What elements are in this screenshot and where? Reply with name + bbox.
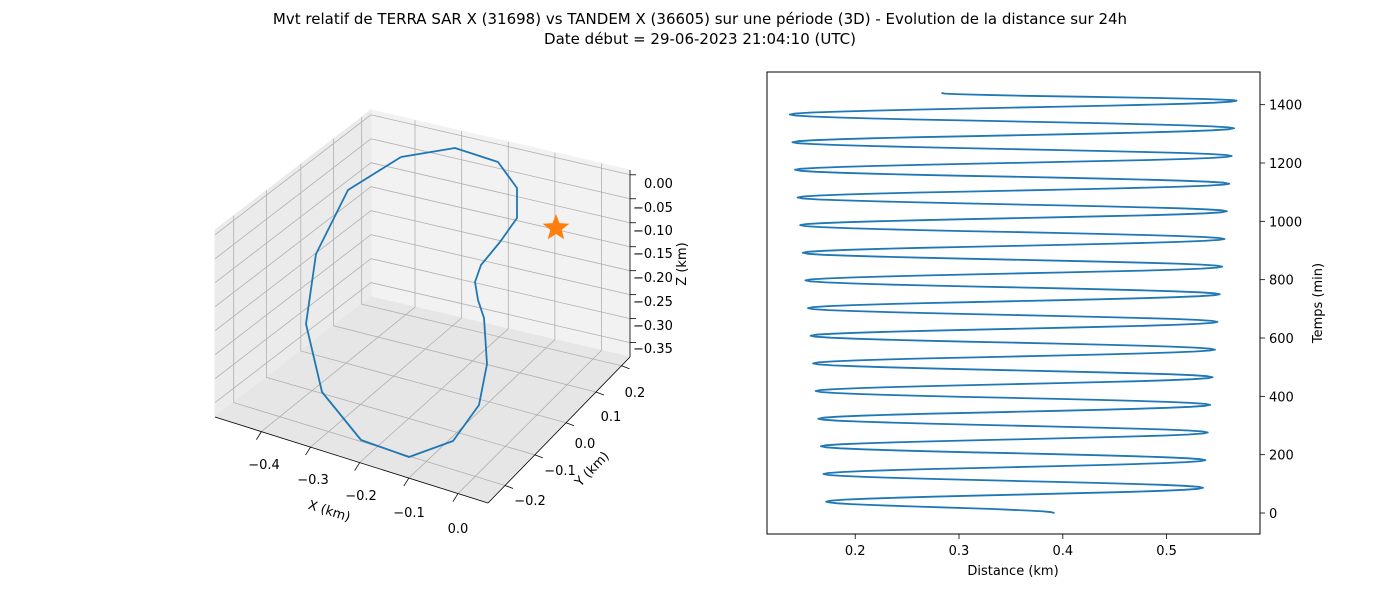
ticks-3d [256,174,636,502]
x-tick-label: −0.4 [248,458,280,473]
z-gridline [214,186,631,308]
x-ticks-2d: 0.2 0.3 0.4 0.5 [845,534,1177,559]
z-gridline [214,114,631,236]
z-tick-label: −0.15 [633,247,673,262]
y-tick-label: 0.0 [575,437,596,452]
y-gridline [333,138,597,393]
y-gridline [233,215,506,486]
y-axis-title-2d: Temps (min) [1311,263,1326,344]
z-gridline [214,234,631,355]
chart-3d: −0.4 −0.3 −0.2 −0.1 0.0 X (km) −0.2 −0.1… [213,108,690,537]
title-line-1: Mvt relatif de TERRA SAR X (31698) vs TA… [272,10,1128,28]
y-axis-line [487,356,631,504]
star-marker [542,214,570,240]
x-tick [305,446,311,456]
y-tick-label: 0.2 [625,386,646,401]
x-tick [452,493,459,502]
y-tick [504,485,514,489]
x-gridline [408,152,556,479]
z-gridline [214,162,631,284]
y-gridline [266,190,535,456]
x-tick-label: 0.5 [1156,544,1177,559]
x-axis-line [214,416,489,504]
x-tick-label: −0.3 [297,473,329,488]
z-tick-label: −0.35 [633,342,673,357]
x-tick-label: 0.0 [448,522,469,537]
x-tick-label: 0.2 [845,544,866,559]
x-gridline [457,163,602,494]
z-tick-label: −0.25 [633,295,673,310]
z-axis-title: Z (km) [675,242,690,285]
z-tick-label: −0.30 [633,319,673,334]
y-tick [595,391,605,396]
y-gridline [361,117,622,367]
grid-3d [214,114,631,494]
orbit-3d-series [305,147,518,458]
x-tick-label: −0.2 [345,489,377,504]
distance-series [788,92,1238,514]
x-tick [354,462,361,471]
y-tick-label: 1200 [1269,157,1302,172]
z-tick-label: −0.20 [633,271,673,286]
y-axis-title: Y (km) [572,449,613,491]
z-gridline [214,282,631,403]
x-axis-title-2d: Distance (km) [967,564,1058,579]
y-tick-label: 0.1 [601,410,622,425]
z-tick-label: −0.05 [633,201,673,216]
z-gridline [214,138,631,260]
y-tick [565,422,575,427]
chart-2d: 0.2 0.3 0.4 0.5 0 200 400 600 800 1000 1200 1400 D… [766,71,1326,579]
x-gridline [359,141,509,463]
y-tick-label: 1000 [1269,215,1302,230]
plot-area [766,71,1261,535]
x-tick [256,431,262,440]
x-tick-label: −0.1 [393,506,425,521]
x-tick [403,477,410,487]
y-tick [534,454,544,459]
y-tick-label: 600 [1269,332,1294,347]
y-tick-label: 1400 [1269,99,1302,114]
z-gridline [214,258,631,379]
y-tick-label: 800 [1269,274,1294,289]
figure-title: Mvt relatif de TERRA SAR X (31698) vs TA… [0,9,1400,49]
z-tick-label: 0.00 [644,177,673,192]
title-line-2: Date début = 29-06-2023 21:04:10 (UTC) [544,30,856,48]
z-tick-label: −0.10 [633,224,673,239]
y-tick-label: 400 [1269,390,1294,405]
y-tick-label: 200 [1269,449,1294,464]
x-gridline [261,120,416,432]
y-tick [621,365,630,370]
x-tick-label: 0.4 [1052,544,1073,559]
z-gridline [214,210,631,332]
y-tick-label: −0.2 [514,494,546,509]
y-tick-label: −0.1 [544,464,576,479]
y-tick-label: 0 [1269,507,1277,522]
y-gridline [300,164,567,424]
y-ticks-2d: 0 200 400 600 800 1000 1200 1400 [1260,99,1302,522]
x-gridline [310,131,463,448]
x-tick-label: 0.3 [949,544,970,559]
